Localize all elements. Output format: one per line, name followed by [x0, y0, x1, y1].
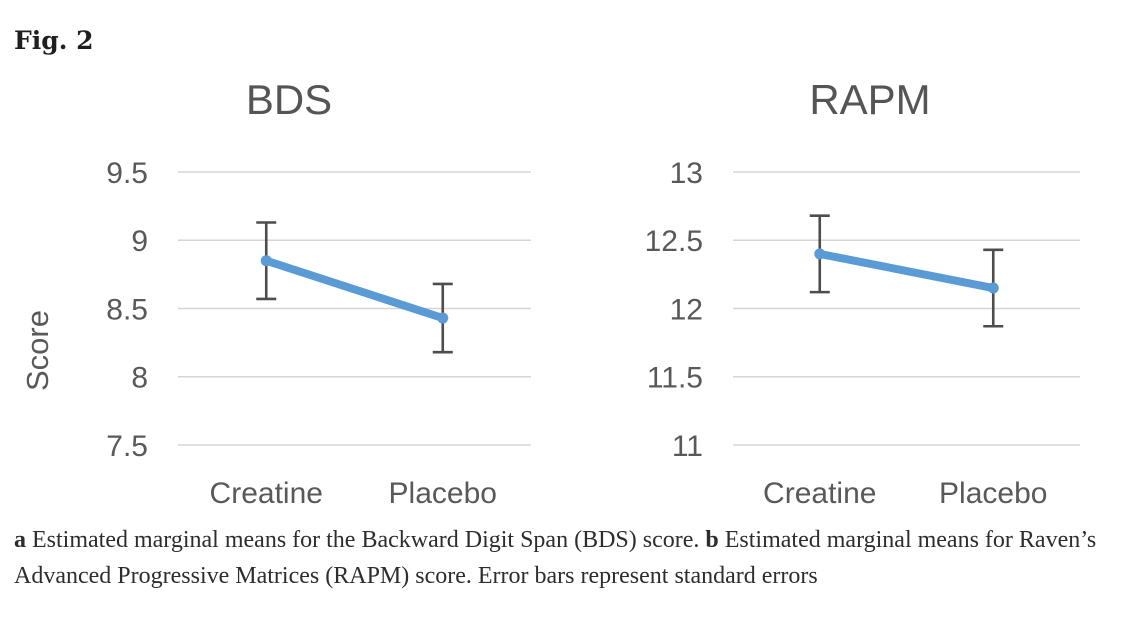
y-tick-label: 12	[670, 293, 703, 326]
y-tick-label: 8.5	[106, 293, 148, 326]
y-tick-label: 11.5	[647, 362, 703, 395]
y-tick-label: 9	[131, 225, 148, 258]
y-tick-label: 11	[672, 430, 703, 463]
figure-label: Fig. 2	[14, 26, 94, 55]
series-line	[815, 249, 998, 293]
y-tick-label: 7.5	[106, 430, 148, 463]
y-tick-label: 9.5	[106, 157, 148, 190]
y-tick-label: 13	[670, 157, 703, 190]
chart-bds: 9.5 9 8.5 8 7.5 Creatine Placebo BDS Score	[0, 57, 563, 517]
data-point-marker	[814, 248, 826, 260]
figure-caption: a Estimated marginal means for the Backw…	[14, 522, 1119, 595]
caption-panel-a-text: Estimated marginal means for the Backwar…	[26, 527, 706, 553]
caption-panel-b-label: b	[705, 527, 719, 553]
x-category-label: Creatine	[210, 477, 323, 510]
chart-title: BDS	[246, 76, 332, 123]
chart-title: RAPM	[809, 76, 930, 123]
y-tick-label: 8	[131, 362, 148, 395]
x-category-label: Placebo	[939, 477, 1047, 510]
charts-row: 9.5 9 8.5 8 7.5 Creatine Placebo BDS Score 13 12.…	[0, 57, 1127, 512]
x-category-label: Placebo	[389, 477, 497, 510]
bds-chart-svg: 9.5 9 8.5 8 7.5 Creatine Placebo BDS Score	[20, 76, 531, 510]
chart-rapm: 13 12.5 12 11.5 11 Creatine Placebo RAPM	[564, 57, 1127, 517]
caption-panel-a-label: a	[14, 527, 26, 553]
rapm-chart-svg: 13 12.5 12 11.5 11 Creatine Placebo RAPM	[645, 76, 1080, 510]
data-point-marker	[987, 282, 999, 294]
caption-panel-b-text: Estimated marginal means for Raven’s Adv…	[14, 527, 1097, 590]
y-axis-title: Score	[20, 310, 55, 391]
series-line	[262, 256, 447, 323]
y-tick-label: 12.5	[645, 225, 703, 258]
x-category-label: Creatine	[763, 477, 876, 510]
data-point-marker	[260, 255, 272, 267]
data-point-marker	[437, 312, 449, 324]
